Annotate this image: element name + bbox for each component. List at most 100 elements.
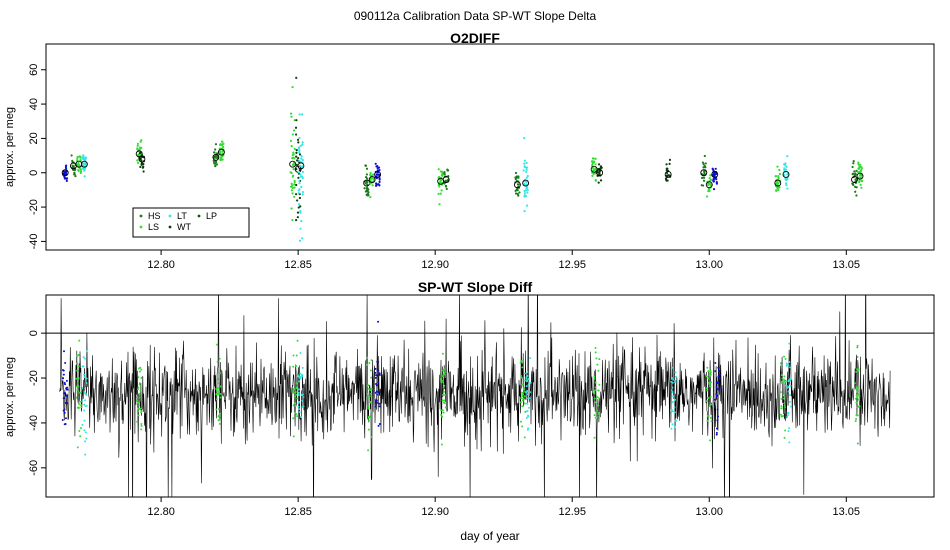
overlay-point [674,398,677,401]
overlay-point [440,443,443,446]
data-point [365,167,369,170]
overlay-point [718,377,721,380]
overlay-point [80,404,83,407]
data-point [295,151,298,154]
data-point [597,171,600,174]
overlay-point [855,401,858,404]
overlay-point [709,371,712,374]
overlay-point [520,374,523,377]
overlay-point [714,361,717,364]
data-point [364,164,368,167]
overlay-point [377,424,380,427]
overlay-point [853,382,856,385]
data-point [703,154,706,158]
data-point [376,166,379,170]
overlay-point [593,392,596,395]
overlay-point [140,423,143,426]
overlay-point [369,392,372,395]
data-point [439,192,442,195]
data-point [774,175,777,178]
overlay-point [523,388,526,391]
data-point [301,158,305,162]
data-point [777,177,780,180]
overlay-point [77,390,80,393]
data-point [446,169,449,172]
overlay-point [527,397,530,400]
overlay-point [717,370,720,373]
y-tick-label: -40 [28,233,40,249]
data-point [295,168,298,171]
overlay-point [854,420,857,423]
overlay-point [301,399,304,402]
overlay-point [674,381,677,384]
data-point [668,158,672,162]
overlay-point [857,368,860,371]
overlay-point [709,416,712,419]
page-title: 090112a Calibration Data SP-WT Slope Del… [354,9,597,23]
data-point [366,183,369,186]
data-point [859,173,862,177]
data-point [289,171,292,174]
overlay-point [716,381,719,384]
overlay-point [526,371,529,374]
overlay-point [216,343,219,346]
overlay-point [783,394,786,397]
data-point [440,173,443,177]
slope-diff-y-label: approx. per meg [4,357,16,437]
o2diff-title: O2DIFF [450,30,500,46]
y-tick-label: 20 [28,132,40,144]
overlay-point [598,358,601,361]
overlay-point [297,375,300,378]
data-point [523,210,526,213]
data-point [73,169,76,172]
overlay-point [63,423,66,426]
overlay-point [63,411,66,414]
data-point [289,139,293,143]
overlay-point [302,396,305,399]
data-point [219,150,222,153]
data-point [855,186,858,189]
overlay-point [292,390,295,393]
data-point [525,187,528,190]
overlay-point [78,429,81,432]
data-point [853,174,856,177]
group-mean-marker [217,148,225,156]
data-point [290,115,293,118]
overlay-point [594,346,597,349]
data-point [301,113,304,116]
overlay-point [377,381,380,384]
overlay-point [85,381,88,384]
data-point [516,192,519,196]
data-point [298,151,301,154]
overlay-point [525,416,528,419]
legend-marker [139,225,143,229]
data-point [702,176,706,179]
overlay-point [84,399,87,402]
data-point [289,112,293,115]
overlay-point [442,379,445,382]
overlay-point [138,404,141,407]
data-point [74,175,77,178]
data-point [440,189,443,192]
overlay-point [85,377,88,380]
overlay-point [79,400,82,403]
overlay-point [295,382,298,385]
overlay-point [523,436,526,439]
overlay-point [707,377,710,380]
overlay-point [709,381,712,384]
data-point [597,163,601,166]
data-point [860,180,863,183]
data-point [599,165,603,168]
data-point [140,151,143,154]
data-point [708,177,711,180]
data-point [298,239,302,242]
data-point [293,119,296,122]
overlay-point [299,377,302,380]
data-point [297,203,301,206]
overlay-point [718,388,721,391]
overlay-point [370,387,373,390]
data-point [297,157,300,160]
overlay-point [81,386,84,389]
data-point [82,155,85,158]
overlay-point [442,393,445,396]
